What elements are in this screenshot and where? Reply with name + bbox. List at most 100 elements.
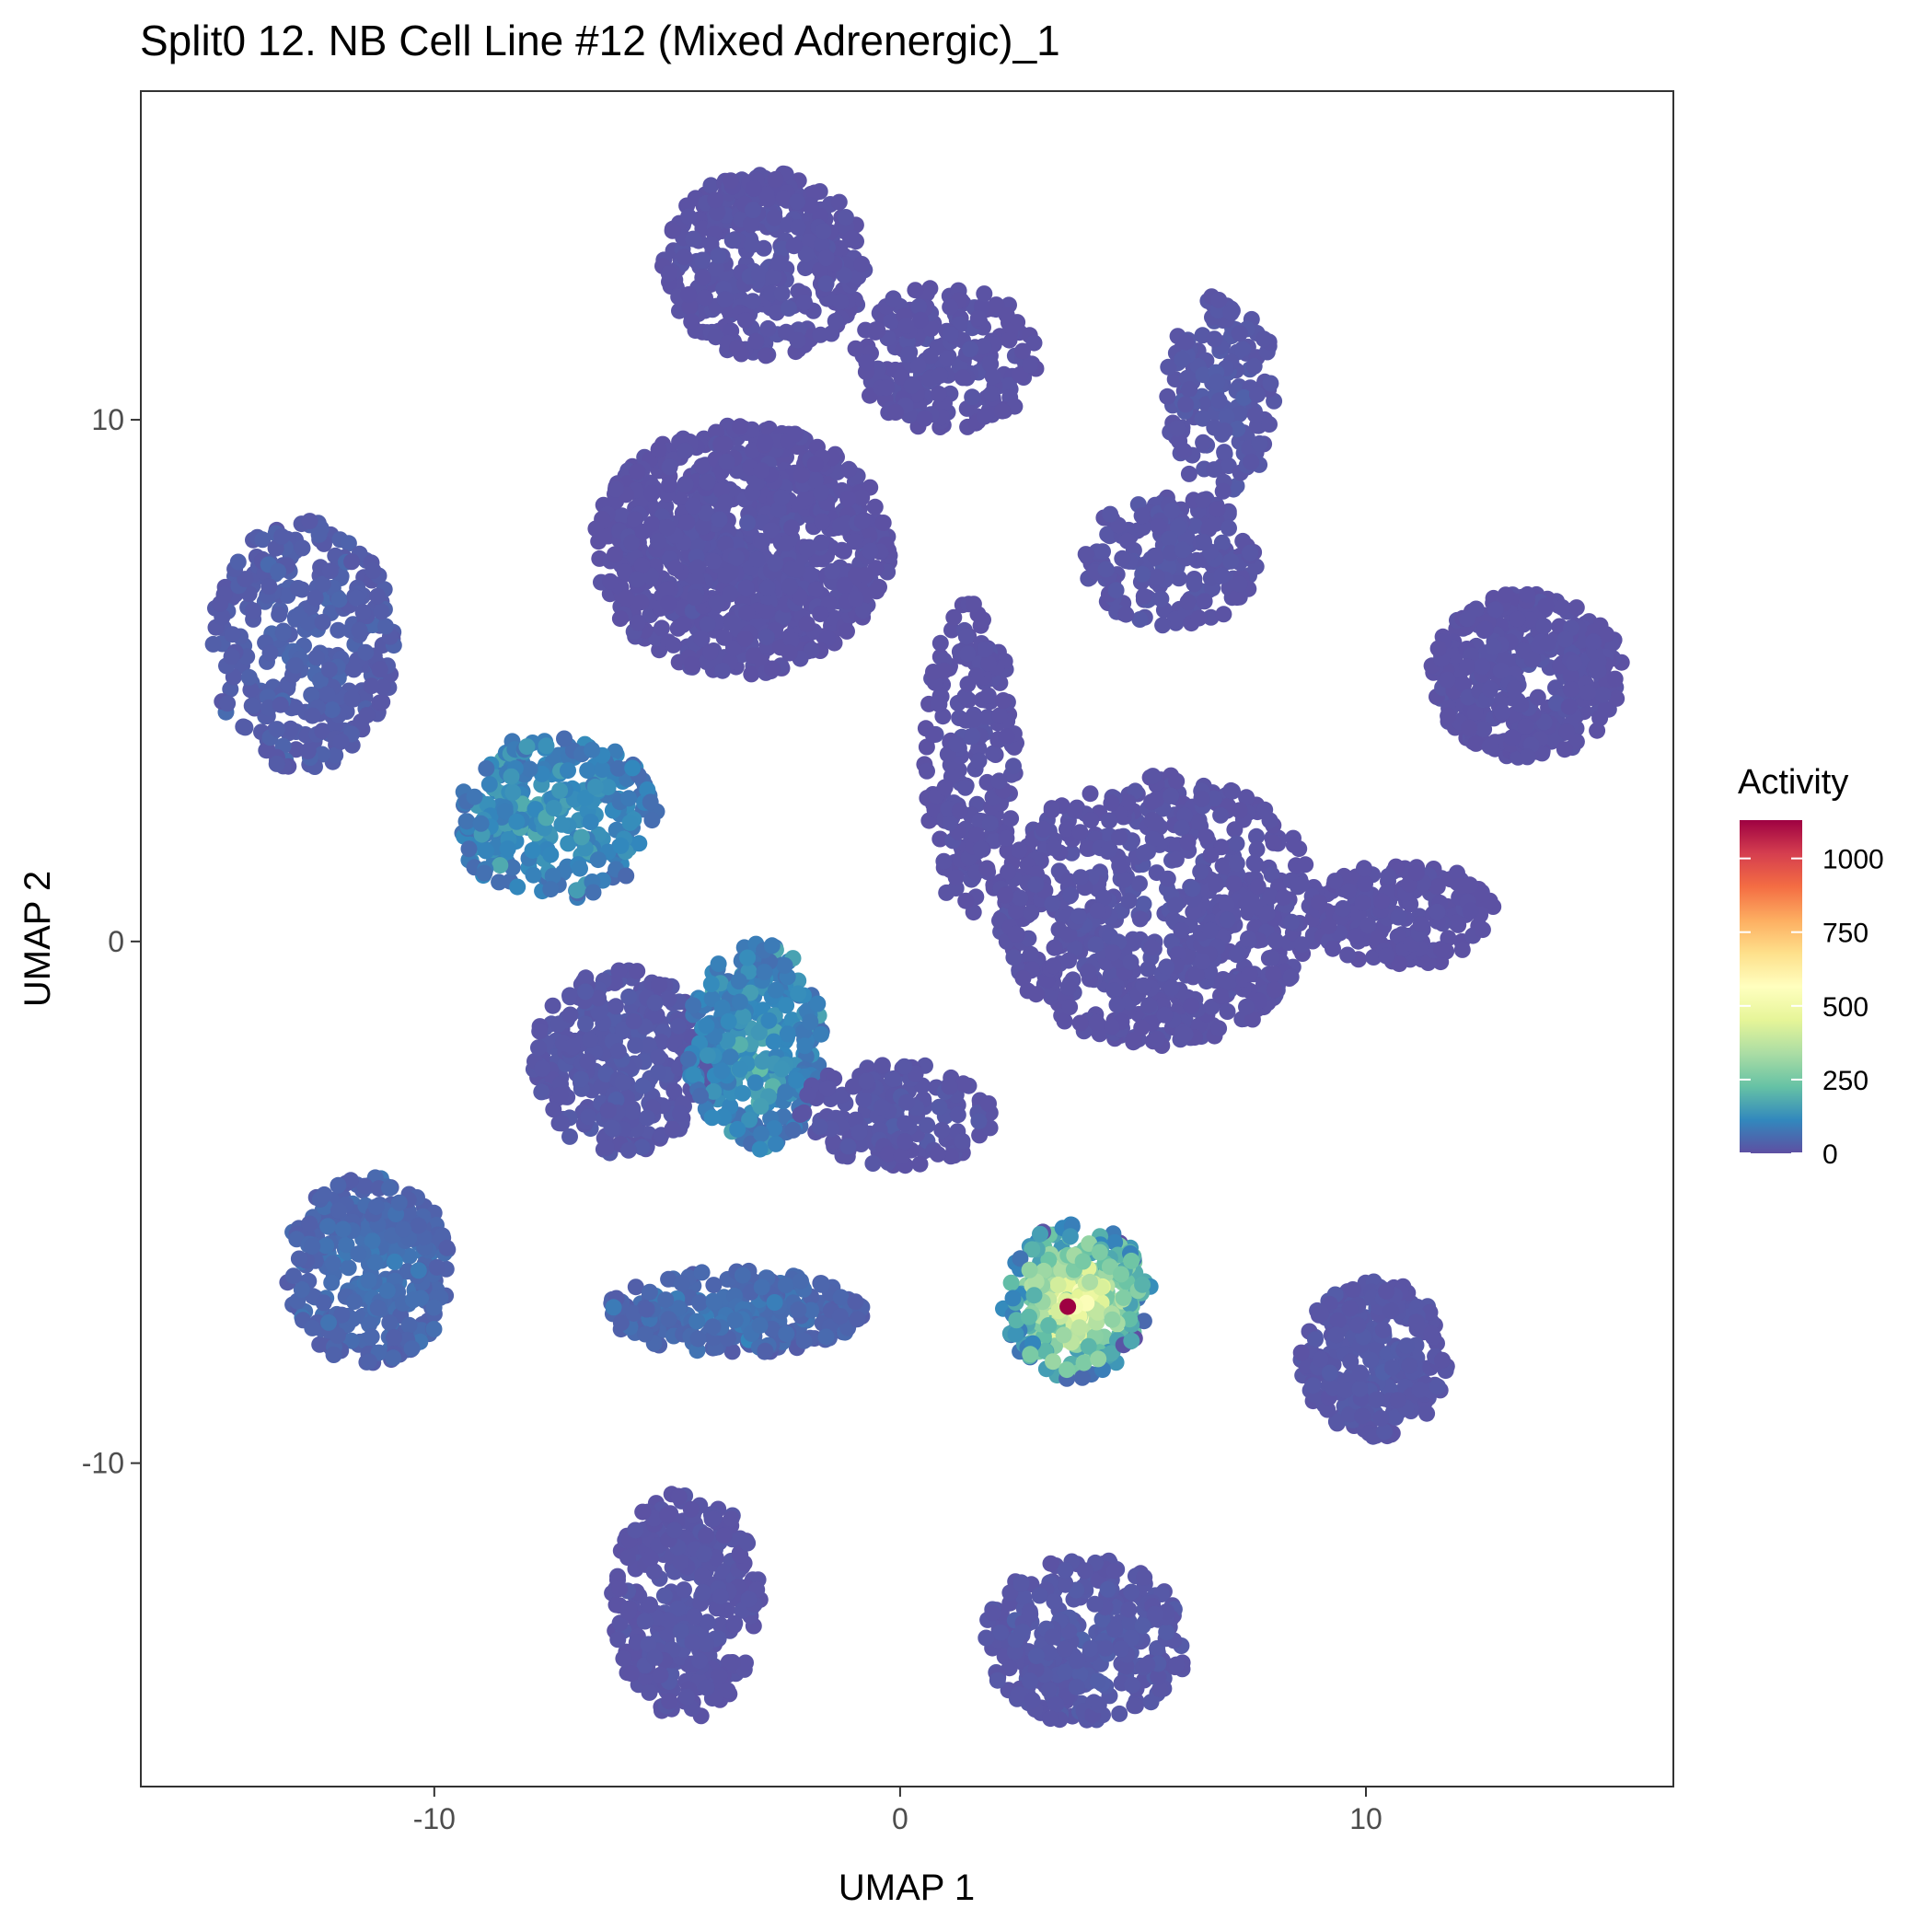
scatter-point: [786, 425, 804, 443]
scatter-point: [1339, 946, 1357, 964]
scatter-point: [884, 1070, 901, 1088]
scatter-point: [1011, 841, 1028, 859]
scatter-point: [677, 442, 694, 459]
scatter-point: [957, 711, 975, 729]
scatter-point: [586, 778, 604, 795]
scatter-point: [1585, 633, 1602, 651]
scatter-point: [737, 579, 755, 596]
scatter-point: [1566, 654, 1582, 672]
scatter-point: [1275, 889, 1292, 907]
scatter-point: [1152, 590, 1170, 607]
scatter-point: [1493, 703, 1510, 721]
scatter-point: [723, 615, 741, 632]
scatter-point: [1258, 905, 1276, 922]
scatter-point: [1059, 978, 1077, 996]
scatter-point: [330, 1176, 347, 1194]
scatter-point: [584, 884, 602, 901]
scatter-point: [1433, 941, 1451, 958]
scatter-point: [1228, 855, 1245, 872]
scatter-point: [1159, 388, 1176, 405]
scatter-point: [954, 1075, 972, 1093]
scatter-point: [924, 726, 942, 744]
scatter-point: [847, 340, 864, 357]
scatter-point: [289, 580, 307, 596]
scatter-point: [657, 581, 675, 598]
scatter-point: [378, 1282, 396, 1300]
scatter-point: [866, 498, 884, 515]
scatter-point: [897, 1133, 913, 1151]
scatter-point: [1180, 465, 1197, 482]
scatter-point: [518, 738, 536, 756]
scatter-point: [797, 246, 815, 262]
scatter-point: [1238, 998, 1255, 1015]
scatter-point: [319, 1218, 337, 1235]
scatter-point: [1246, 406, 1264, 423]
scatter-point: [1027, 876, 1045, 894]
scatter-point: [1228, 946, 1245, 964]
scatter-point: [793, 467, 810, 484]
scatter-point: [896, 1058, 913, 1075]
scatter-point: [611, 610, 629, 628]
scatter-point: [681, 298, 699, 316]
scatter-point: [1143, 812, 1161, 829]
scatter-point: [363, 677, 380, 695]
scatter-point: [847, 590, 864, 607]
scatter-point: [812, 606, 829, 623]
scatter-point: [573, 828, 590, 846]
scatter-point: [685, 497, 702, 515]
scatter-point: [694, 269, 711, 286]
scatter-point: [363, 1328, 380, 1346]
scatter-point: [607, 998, 624, 1015]
scatter-point: [792, 1105, 809, 1123]
scatter-point: [1476, 620, 1494, 638]
scatter-point: [767, 555, 784, 573]
scatter-point: [466, 788, 483, 805]
scatter-point: [1014, 342, 1031, 360]
scatter-point: [873, 1057, 891, 1074]
scatter-point: [817, 249, 835, 267]
scatter-point: [725, 640, 742, 657]
scatter-point: [774, 608, 792, 626]
scatter-point: [743, 665, 760, 683]
scatter-point: [855, 1091, 873, 1108]
scatter-point: [1143, 939, 1161, 956]
scatter-point: [742, 215, 759, 233]
scatter-point: [783, 519, 800, 537]
scatter-point: [1453, 941, 1471, 958]
scatter-point: [997, 886, 1014, 904]
scatter-point: [480, 776, 498, 793]
scatter-point: [458, 813, 476, 830]
scatter-point: [789, 193, 805, 211]
scatter-point: [1168, 772, 1186, 790]
scatter-point: [699, 1047, 716, 1064]
scatter-point: [930, 695, 947, 712]
scatter-point: [980, 654, 998, 672]
scatter-point: [778, 997, 795, 1014]
scatter-point: [954, 1132, 971, 1150]
scatter-point: [985, 745, 1002, 762]
scatter-point: [1082, 785, 1099, 803]
scatter-point: [1562, 681, 1579, 699]
scatter-point: [919, 1116, 936, 1134]
scatter-point: [660, 595, 677, 612]
scatter-point: [314, 614, 331, 631]
scatter-point: [1103, 794, 1120, 812]
scatter-point: [1131, 875, 1148, 892]
scatter-point: [813, 484, 830, 501]
scatter-point: [853, 513, 871, 530]
scatter-point: [1117, 606, 1135, 623]
scatter-point: [1474, 921, 1491, 939]
scatter-point: [1019, 982, 1036, 1000]
scatter-point: [661, 458, 678, 476]
scatter-point: [503, 768, 520, 785]
scatter-point: [801, 233, 818, 250]
scatter-point: [676, 249, 693, 266]
scatter-point: [345, 661, 363, 678]
scatter-point: [1285, 836, 1302, 853]
scatter-point: [1539, 634, 1556, 652]
scatter-point: [1523, 651, 1541, 668]
scatter-point: [898, 1093, 915, 1111]
scatter-point: [1262, 375, 1279, 392]
scatter-point: [325, 1347, 342, 1363]
scatter-point: [245, 602, 261, 619]
